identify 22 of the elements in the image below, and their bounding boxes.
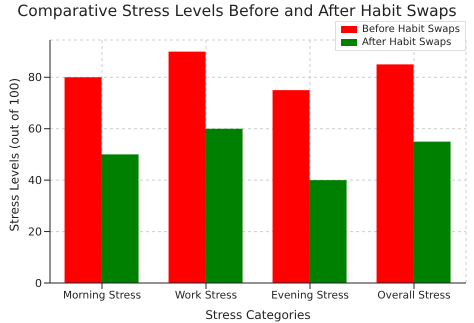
bar bbox=[376, 64, 414, 283]
y-tick-label: 0 bbox=[35, 276, 42, 290]
x-tick-label: Work Stress bbox=[174, 289, 238, 302]
chart-title: Comparative Stress Levels Before and After Habit Swaps bbox=[16, 2, 458, 20]
bar bbox=[310, 180, 347, 283]
y-tick-label: 80 bbox=[28, 71, 42, 84]
bar bbox=[206, 128, 243, 283]
x-tick-label: Morning Stress bbox=[62, 289, 142, 302]
y-tick-label: 20 bbox=[28, 225, 42, 238]
x-tick-label: Evening Stress bbox=[271, 289, 349, 302]
y-tick-label: 60 bbox=[28, 122, 42, 136]
bar bbox=[414, 142, 451, 283]
bar bbox=[168, 52, 206, 283]
bar bbox=[272, 90, 310, 283]
legend-label: After Habit Swaps bbox=[361, 36, 452, 49]
bar bbox=[102, 154, 139, 283]
y-axis-title: Stress Levels (out of 100) bbox=[7, 78, 22, 232]
y-tick-label: 40 bbox=[28, 174, 42, 188]
bar bbox=[64, 77, 102, 283]
x-axis-title: Stress Categories bbox=[205, 308, 311, 322]
legend-label: Before Habit Swaps bbox=[361, 23, 460, 36]
x-tick-label: Overall Stress bbox=[377, 289, 451, 302]
